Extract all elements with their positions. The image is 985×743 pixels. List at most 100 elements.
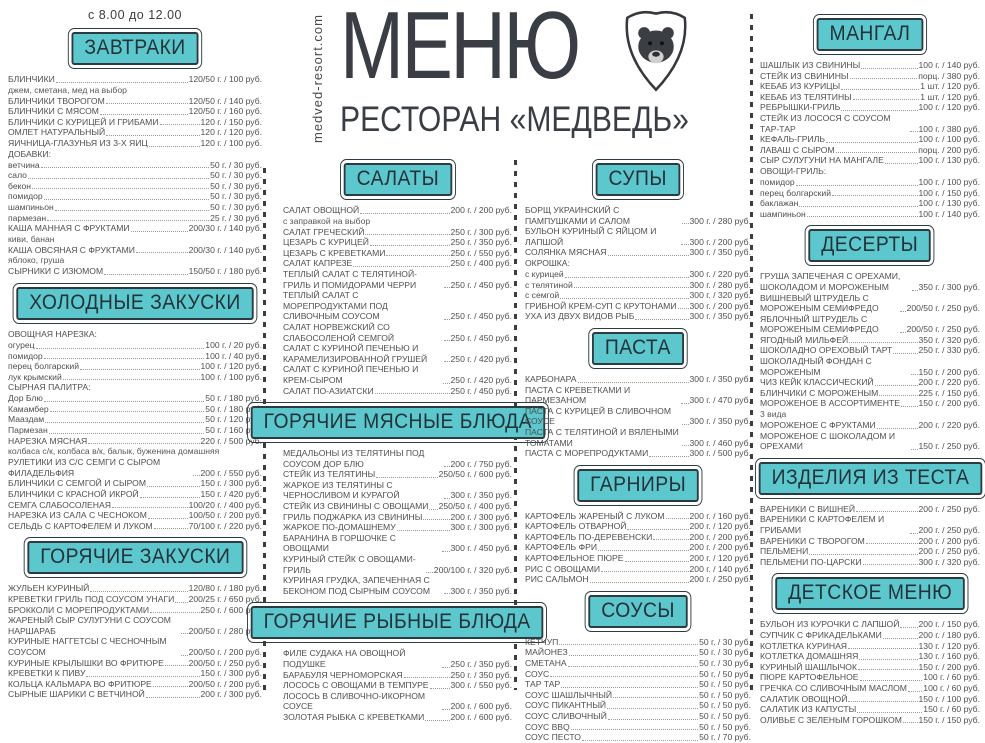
menu-item-price: 300 г. / 300 руб.	[450, 522, 512, 533]
menu-item-price: 300 г. / 350 руб.	[450, 490, 512, 501]
menu-item-name: БОРЩ УКРАИНСКИЙ С ПАМПУШКАМИ И САЛОМ	[525, 205, 631, 226]
menu-item-price: 300 г. / 350 руб.	[689, 247, 751, 258]
menu-item-price: 70/100 г. / 220 руб.	[188, 520, 262, 531]
menu-item-row: КАША ОВСЯНАЯ С ФРУКТАМИ 200/30 г. / 140 р…	[8, 245, 262, 256]
menu-item-name: КОТЛЕТКА КУРИНАЯ	[760, 640, 848, 651]
menu-item-row: РИС С ОВОЩАМИ 200 г. / 140 руб.	[525, 564, 751, 575]
section-items: КЕТЧУП 50 г. / 30 руб. МАЙОНЕЗ 50 г. / 30 р…	[525, 637, 751, 743]
dotted-leader	[560, 297, 689, 299]
menu-item-name: БЛИНЧИКИ С СЕМГОЙ И СЫРОМ	[8, 478, 147, 489]
menu-item-row: ПАСТА С МОРЕПРОДУКТАМИ 300 г. / 500 руб.	[525, 448, 751, 459]
menu-item-name: помидор	[8, 191, 43, 202]
menu-item-name: огурец	[8, 339, 35, 350]
section-header: ИЗДЕЛИЯ ИЗ ТЕСТА	[754, 457, 985, 499]
menu-item-price: 100 г. / 140 руб.	[918, 60, 980, 70]
dotted-leader	[429, 508, 438, 510]
dotted-leader	[581, 739, 699, 741]
menu-item-price: 300 г. / 200 руб.	[689, 236, 751, 247]
menu-item-row: ОЛИВЬЕ С ЗЕЛЕНЫМ ГОРОШКОМ 150 г. / 150 ру…	[760, 715, 980, 726]
section-header-badge: САЛАТЫ	[339, 159, 456, 200]
menu-item-name: КУРИНЫЕ КРЫЛЫШКИ ВО ФРИТЮРЕ	[8, 657, 164, 668]
menu-item-row: БАРАБУЛЯ ЧЕРНОМОРСКАЯ 250 г. / 350 руб.	[283, 670, 512, 681]
restaurant-name: РЕСТОРАН «МЕДВЕДЬ»	[340, 100, 689, 139]
menu-item-price: 220 г. / 500 руб.	[200, 435, 262, 446]
menu-item-price: 200 г. / 300 руб.	[450, 511, 512, 522]
menu-page: medved-resort.com МЕНЮ	[8, 0, 985, 743]
menu-item-name: САЛАТ ПО-АЗИАТСКИ	[283, 385, 374, 396]
menu-item-price: 150 г. / 420 руб.	[200, 489, 262, 500]
section-title: СУПЫ	[608, 167, 668, 190]
menu-item-price: 200 г. / 160 руб.	[689, 510, 751, 521]
menu-item-name: ОМЛЕТ НАТУРАЛЬНЫЙ	[8, 127, 106, 138]
dotted-leader	[841, 109, 918, 111]
menu-item-name: НАРЕЗКА ИЗ САЛА С ЧЕСНОКОМ	[8, 510, 147, 521]
menu-item-name: ГРИЛЬ ПОДЖАРКА ИЗ СВИНИНЫ	[283, 511, 423, 522]
menu-item-row: КАРТОФЕЛЬ ОТВАРНОЙ 200 г. / 120 руб.	[525, 521, 751, 532]
menu-item-row: САЛАТИК ОВОЩНОЙ 150 г. / 100 руб.	[760, 694, 980, 705]
title-block: medved-resort.com МЕНЮ	[296, 0, 736, 152]
section-header: ГОРЯЧИЕ МЯСНЫЕ БЛЮДА	[246, 402, 549, 444]
dotted-leader	[27, 177, 210, 179]
menu-item-row: с семгой 300 г. / 320 руб.	[525, 290, 751, 301]
dotted-leader	[862, 564, 918, 566]
menu-item-name: НАРЕЗКА МЯСНАЯ	[8, 435, 88, 446]
menu-item-row: ЖАРКОЕ ПО-ДОМАШНЕМУ 300 г. / 300 руб.	[283, 522, 512, 533]
dotted-leader	[369, 244, 450, 246]
menu-item-price: 200 г. / 600 руб.	[450, 701, 512, 712]
menu-item-row: шампиньон 50 г. / 30 руб.	[8, 202, 262, 213]
menu-item-name: ГРИБНОЙ КРЕМ-СУП С КРУТОНАМИ	[525, 300, 677, 311]
menu-item-row: БЛИНЧИКИ С КУРИЦЕЙ И ГРИБАМИ 120 г. / 150…	[8, 117, 262, 128]
menu-item-row: КОТЛЕТКА КУРИНАЯ 130 г. / 120 руб.	[760, 641, 980, 652]
section-header-badge: ГОРЯЧИЕ ЗАКУСКИ	[23, 537, 247, 579]
section-items: БУЛЬОН ИЗ КУРОЧКИ С ЛАПШОЙ 200 г. / 150 р…	[760, 619, 980, 725]
section-header-badge: СУПЫ	[592, 159, 684, 200]
menu-item-row: БУЛЬОН КУРИНЫЙ С ЯЙЦОМ И ЛАПШОЙ 300 г. / …	[525, 226, 751, 247]
menu-subheader: ДОБАВКИ:	[8, 148, 51, 159]
dotted-leader	[90, 591, 188, 592]
dotted-leader	[443, 287, 450, 289]
menu-item-price: 50 г. / 180 руб.	[205, 393, 262, 404]
menu-item-name: МАЙОНЕЗ	[525, 647, 568, 658]
menu-item-name: БРОККОЛИ С МОРЕПРОДУКТАМИ	[8, 604, 150, 615]
dotted-leader	[106, 134, 200, 136]
menu-item-name: САЛАТ НОРВЕЖСКИЙ СО СЛАБОСОЛЕНОЙ СЕМГОЙ	[283, 321, 395, 343]
dotted-leader	[598, 550, 689, 552]
menu-item-price: 300 г. / 280 руб.	[689, 279, 751, 290]
section-title: ХОЛОДНЫЕ ЗАКУСКИ	[29, 290, 241, 314]
menu-item-price: 200/50 г. / 280 руб.	[188, 625, 262, 636]
menu-item-row: САЛАТИК ИЗ КАПУСТЫ 150 г. / 60 руб.	[760, 704, 980, 715]
dotted-leader	[62, 379, 200, 381]
menu-item-row: СУПЧИК С ФРИКАДЕЛЬКАМИ 200 г. / 180 руб.	[760, 630, 980, 641]
dotted-leader	[665, 518, 689, 520]
menu-item-row: РИС САЛЬМОН 200 г. / 250 руб.	[525, 574, 751, 585]
dotted-leader	[443, 593, 450, 595]
menu-item-row: ЖУЛЬЕН КУРИНЫЙ 120/80 г. / 180 руб.	[8, 583, 262, 594]
menu-item-price: 200/30 г. / 140 руб.	[188, 223, 262, 234]
dotted-leader	[43, 198, 210, 200]
dotted-leader	[607, 708, 699, 709]
section-items: МЕДАЛЬОНЫ ИЗ ТЕЛЯТИНЫ ПОД СОУСОМ ДОР БЛЮ…	[283, 448, 512, 596]
menu-item-name: БАРАБУЛЯ ЧЕРНОМОРСКАЯ	[283, 669, 403, 680]
dotted-leader	[835, 152, 918, 154]
menu-item-row: ШАШЛЫК ИЗ СВИНИНЫ 100 г. / 140 руб.	[760, 60, 980, 71]
menu-column-1: с 8.00 до 12.00 ЗАВТРАКИ БЛИНЧИКИ 120/50 г…	[8, 4, 262, 700]
menu-item-name: ЗОЛОТАЯ РЫБКА С КРЕВЕТКАМИ	[283, 711, 425, 722]
menu-item-price: 150 г. / 150 руб.	[918, 714, 980, 725]
dotted-leader	[353, 265, 450, 267]
menu-item-price: 50 г. / 30 руб.	[699, 636, 751, 647]
menu-item-name: ЛОСОСЬ В СЛИВОЧНО-ИКОРНОМ СОУСЕ	[283, 690, 426, 712]
menu-item-name: КУРИНАЯ ГРУДКА, ЗАПЕЧЕННАЯ С БЕКОНОМ ПОД…	[283, 575, 431, 596]
section-header-badge: МАНГАЛ	[813, 14, 927, 55]
menu-item-price: 120/50 г. / 160 руб.	[188, 106, 262, 117]
menu-item-name: ШОКОЛАДНЫЙ ФОНДАН С МОРОЖЕНЫМ	[760, 356, 872, 377]
menu-item-row: САЛАТ ОВОЩНОЙ 200 г. / 200 руб.	[283, 205, 512, 216]
menu-item-price: 50 г. / 160 руб.	[205, 425, 262, 436]
menu-item-name: РИС САЛЬМОН	[525, 574, 589, 585]
dotted-leader	[99, 113, 188, 115]
dotted-leader	[799, 205, 918, 207]
dotted-leader	[35, 347, 205, 349]
dotted-leader	[910, 448, 918, 450]
menu-item-price: 100 г. / 130 руб.	[918, 155, 980, 166]
menu-item-row: Пармезан 50 г. / 160 руб.	[8, 425, 262, 436]
menu-item-name: СОУС ПЕСТО	[525, 732, 581, 743]
